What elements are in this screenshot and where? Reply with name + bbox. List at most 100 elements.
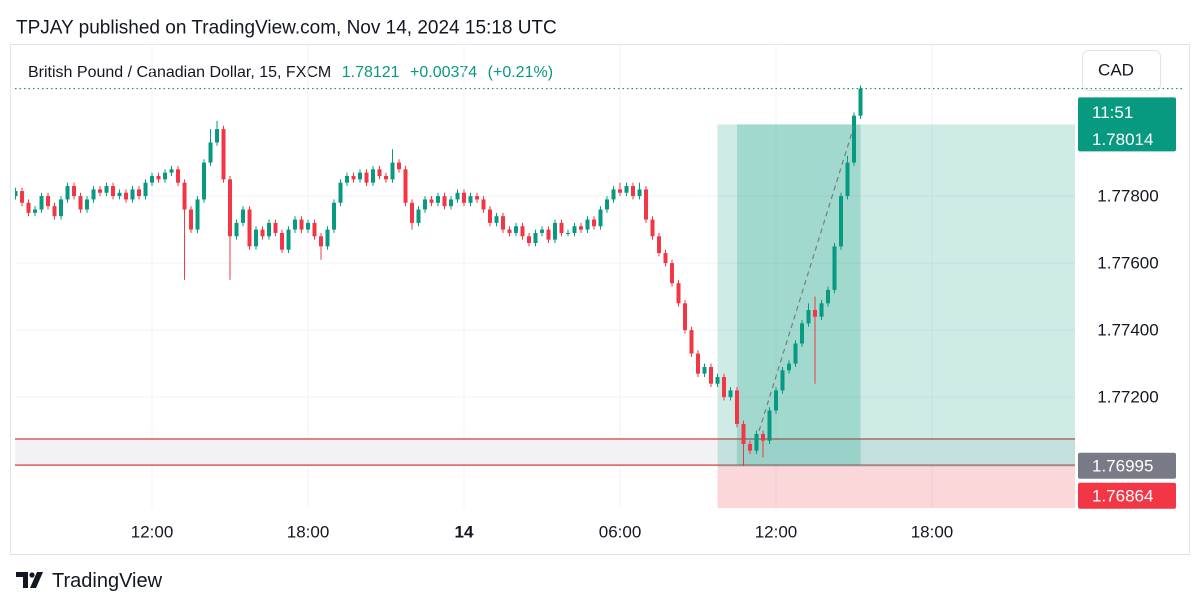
candle-body	[735, 390, 740, 424]
candle-body	[683, 303, 688, 331]
symbol-title: British Pound / Canadian Dollar, 15, FXC…	[28, 64, 331, 81]
chart-frame	[10, 44, 1190, 555]
candle-body	[514, 226, 519, 233]
candle-body	[215, 129, 220, 143]
price-change: +0.00374	[410, 64, 477, 81]
candle-body	[715, 377, 720, 384]
candle-body	[507, 229, 512, 233]
x-tick-label: 12:00	[755, 523, 798, 542]
x-tick-label: 06:00	[599, 523, 642, 542]
candle-body	[78, 196, 83, 210]
candle-body	[468, 196, 473, 203]
candle-body	[650, 219, 655, 237]
candle-body	[163, 172, 168, 180]
candle-body	[637, 189, 642, 197]
candle-body	[338, 182, 343, 203]
candle-body	[475, 196, 480, 200]
y-tick-label: 1.77400	[1097, 321, 1158, 340]
support-zone	[15, 438, 1075, 466]
candle-body	[228, 179, 233, 237]
last-price: 1.78121	[342, 64, 400, 81]
candle-body	[384, 175, 389, 180]
target-price-label: 1.78014	[1092, 130, 1153, 149]
candle-body	[520, 226, 525, 237]
candle-body	[124, 192, 129, 200]
candle-body	[741, 423, 746, 445]
candle-body	[312, 222, 317, 237]
y-tick-label: 1.77600	[1097, 254, 1158, 273]
candle-body	[150, 175, 155, 183]
candle-body	[306, 222, 311, 230]
logo-slash	[30, 572, 43, 588]
candle-body	[488, 209, 493, 223]
candle-body	[293, 219, 298, 230]
candle-body	[59, 199, 64, 217]
candle-body	[748, 444, 753, 451]
position-loss	[717, 465, 1075, 508]
stop-price-label: 1.76864	[1092, 486, 1153, 505]
candle-body	[273, 222, 278, 233]
candle-body	[774, 390, 779, 411]
candle-body	[423, 199, 428, 210]
candle-body	[696, 353, 701, 374]
candle-body	[39, 196, 44, 210]
candle-body	[832, 246, 837, 290]
candle-body	[176, 169, 181, 183]
candle-body	[15, 191, 18, 197]
logo-dot	[29, 572, 35, 578]
candle-body	[449, 199, 454, 207]
candle-body	[299, 219, 304, 230]
countdown-label: 11:51	[1092, 103, 1133, 122]
candle-body	[351, 175, 356, 180]
candle-body	[267, 222, 272, 237]
logo	[16, 572, 43, 588]
price-label-box	[1078, 482, 1176, 509]
candle-body	[722, 377, 727, 398]
candle-body	[436, 196, 441, 203]
currency-label[interactable]: CAD	[1098, 61, 1134, 80]
x-tick-label: 18:00	[287, 523, 330, 542]
candle-body	[377, 169, 382, 176]
candle-body	[254, 229, 259, 247]
candle-body	[826, 289, 831, 304]
candle-body	[104, 186, 109, 193]
candle-body	[111, 186, 116, 197]
candle-body	[208, 142, 213, 163]
candle-body	[416, 209, 421, 223]
candle-body	[390, 162, 395, 180]
currency-button[interactable]	[1082, 50, 1161, 91]
candle-body	[605, 199, 610, 210]
candle-body	[631, 186, 636, 197]
candle-body	[670, 263, 675, 284]
candle-body	[403, 169, 408, 203]
candle-body	[852, 115, 857, 163]
candle-body	[494, 216, 499, 223]
candle-body	[546, 229, 551, 240]
candle-body	[137, 189, 142, 197]
candle-body	[26, 202, 31, 213]
candle-body	[657, 236, 662, 254]
y-tick-label: 1.77200	[1097, 388, 1158, 407]
candle-body	[702, 366, 707, 374]
candle-body	[806, 310, 811, 324]
x-tick-label: 18:00	[911, 523, 954, 542]
candle-body	[429, 199, 434, 203]
candle-body	[325, 229, 330, 247]
candle-body	[754, 433, 759, 451]
axes: 1.77200 1.77400 1.77600 1.77800 12:00 18:00 14…	[131, 97, 1176, 542]
price-label-box	[1078, 97, 1176, 152]
candle-body	[280, 232, 285, 250]
candle-body	[319, 236, 324, 247]
x-tick-label: 12:00	[131, 523, 174, 542]
candle-body	[85, 199, 90, 210]
candle-body	[358, 172, 363, 180]
candle-body	[117, 192, 122, 197]
candle-body	[585, 219, 590, 230]
candle-body	[195, 199, 200, 230]
candle-body	[728, 390, 733, 398]
price-label-box	[1078, 452, 1176, 479]
candle-body	[260, 229, 265, 237]
candle-body	[169, 169, 174, 173]
